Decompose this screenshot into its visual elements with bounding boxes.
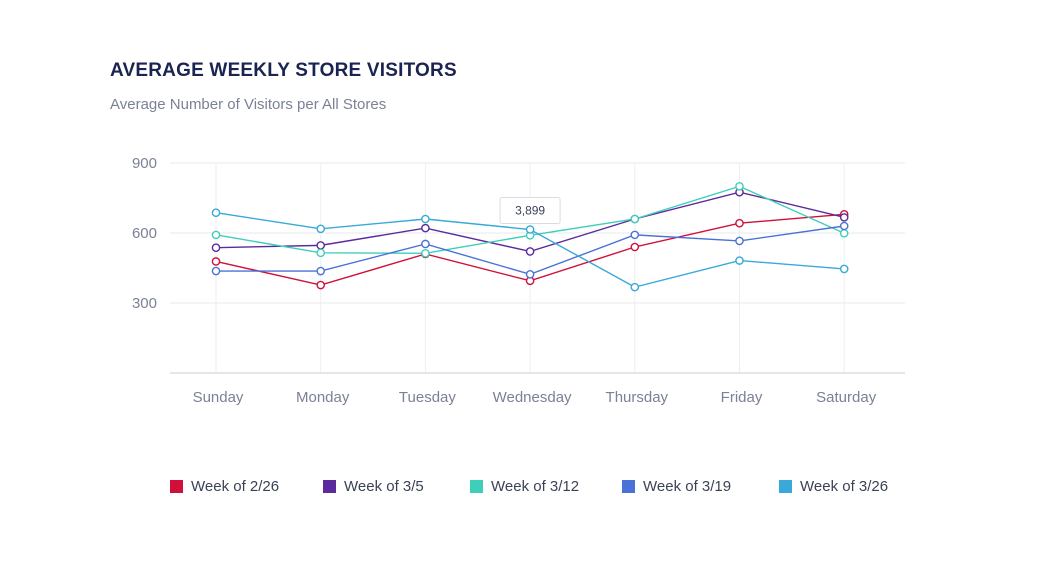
x-tick-label: Monday	[296, 389, 350, 406]
tooltip-value: 3,899	[515, 204, 545, 218]
data-point[interactable]	[421, 239, 430, 249]
legend-label: Week of 3/5	[344, 478, 424, 495]
legend-item[interactable]: Week of 2/26	[170, 478, 279, 495]
legend-swatch	[323, 480, 336, 493]
data-point[interactable]	[421, 248, 430, 258]
x-tick-label: Friday	[721, 389, 763, 406]
data-point[interactable]	[630, 282, 640, 292]
line-chart: 300 600 900 Sunday Monday Tuesday Wednesday Thu…	[132, 155, 905, 406]
legend: Week of 2/26 Week of 3/5 Week of 3/12 Week …	[170, 478, 930, 498]
tooltip-box	[499, 197, 561, 224]
legend-label: Week of 3/19	[643, 478, 732, 495]
data-point[interactable]	[735, 236, 744, 246]
data-point[interactable]	[630, 230, 640, 240]
data-point[interactable]	[525, 247, 535, 256]
x-tick-label: Sunday	[193, 389, 244, 406]
data-point[interactable]	[316, 224, 326, 234]
legend-item[interactable]: Week of 3/12	[470, 478, 579, 495]
data-point[interactable]	[316, 248, 326, 258]
data-point[interactable]	[421, 223, 430, 233]
legend-item[interactable]: Week of 3/5	[323, 478, 424, 495]
y-tick-label: 300	[132, 295, 157, 312]
legend-swatch	[622, 480, 635, 493]
data-point[interactable]	[211, 257, 221, 266]
data-point[interactable]	[735, 256, 744, 265]
y-tick-label: 600	[132, 225, 157, 242]
legend-label: Week of 2/26	[191, 478, 280, 495]
data-point[interactable]	[735, 182, 744, 191]
data-point[interactable]	[211, 230, 221, 240]
chart-subtitle: Average Number of Visitors per All Store…	[110, 96, 387, 113]
x-tick-label: Tuesday	[399, 389, 456, 406]
data-point[interactable]	[839, 221, 849, 231]
axes: 300 600 900 Sunday Monday Tuesday Wednesday Thu…	[132, 155, 905, 406]
data-point[interactable]	[839, 213, 849, 222]
legend-label: Week of 3/26	[800, 478, 889, 495]
data-point[interactable]	[316, 266, 326, 276]
x-tick-label: Thursday	[606, 389, 669, 406]
data-point[interactable]	[630, 242, 640, 252]
data-point[interactable]	[211, 208, 221, 217]
data-point[interactable]	[839, 228, 849, 238]
grid-lines	[170, 162, 905, 373]
data-point[interactable]	[839, 264, 849, 274]
data-point[interactable]	[525, 269, 535, 279]
legend-swatch	[779, 480, 792, 493]
legend-item[interactable]: Week of 3/19	[622, 478, 731, 495]
data-point[interactable]	[735, 218, 744, 228]
data-point[interactable]	[316, 280, 326, 290]
data-point[interactable]	[211, 266, 221, 276]
data-point[interactable]	[316, 241, 326, 250]
series-lines	[211, 182, 849, 292]
legend-label: Week of 3/12	[491, 478, 580, 495]
legend-swatch	[470, 480, 483, 493]
y-tick-label: 900	[132, 155, 157, 172]
data-point[interactable]	[525, 225, 535, 234]
chart-title: AVERAGE WEEKLY STORE VISITORS	[110, 60, 457, 81]
tooltip: 3,899	[499, 197, 561, 224]
x-tick-label: Saturday	[816, 389, 877, 406]
data-point[interactable]	[211, 243, 221, 252]
x-tick-label: Wednesday	[493, 389, 572, 406]
data-point[interactable]	[421, 214, 430, 224]
legend-item[interactable]: Week of 3/26	[779, 478, 888, 495]
data-point[interactable]	[630, 214, 640, 224]
legend-swatch	[170, 480, 183, 493]
